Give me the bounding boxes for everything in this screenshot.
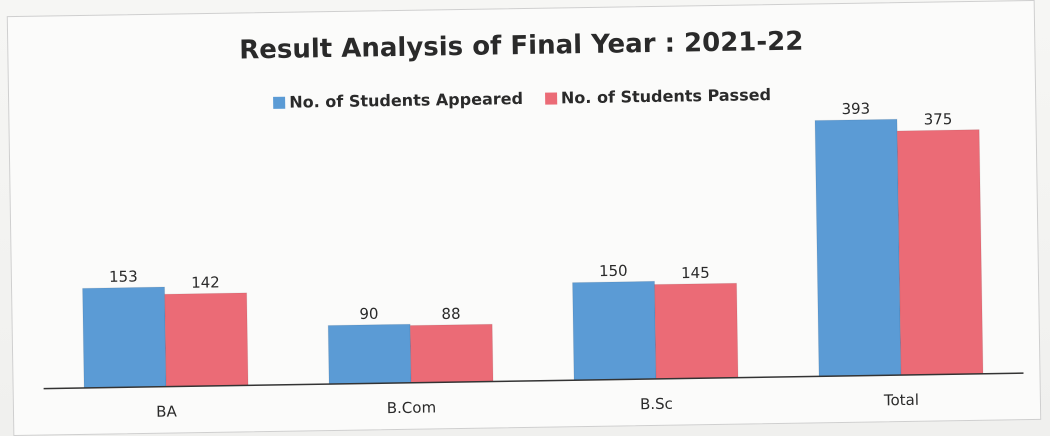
category-label-0: BA: [156, 402, 178, 420]
data-label-appeared-3: 393: [841, 100, 870, 118]
bar-appeared-1: [327, 323, 412, 385]
bar-passed-2: [654, 282, 739, 380]
data-label-passed-1: 88: [441, 305, 460, 323]
bar-passed-3: [896, 129, 984, 376]
bar-appeared-3: [814, 118, 902, 377]
category-label-1: B.Com: [387, 398, 437, 417]
category-label-3: Total: [883, 391, 919, 410]
data-label-passed-0: 142: [191, 273, 220, 291]
data-label-passed-2: 145: [681, 264, 710, 282]
category-label-2: B.Sc: [640, 395, 673, 414]
x-axis-line: [43, 372, 1024, 390]
data-label-appeared-1: 90: [359, 305, 378, 323]
chart-plot: 153 142 BA 90 88 B.Com 150 145 B.Sc 393 375 Total: [43, 100, 1024, 421]
data-label-appeared-0: 153: [109, 267, 138, 285]
bar-passed-0: [164, 292, 249, 388]
bar-passed-1: [409, 323, 494, 384]
data-label-passed-3: 375: [924, 110, 953, 128]
chart-frame: Result Analysis of Final Year : 2021-22 …: [6, 0, 1042, 436]
data-label-appeared-2: 150: [599, 262, 628, 280]
bar-appeared-0: [82, 286, 167, 389]
bar-appeared-2: [572, 280, 657, 381]
